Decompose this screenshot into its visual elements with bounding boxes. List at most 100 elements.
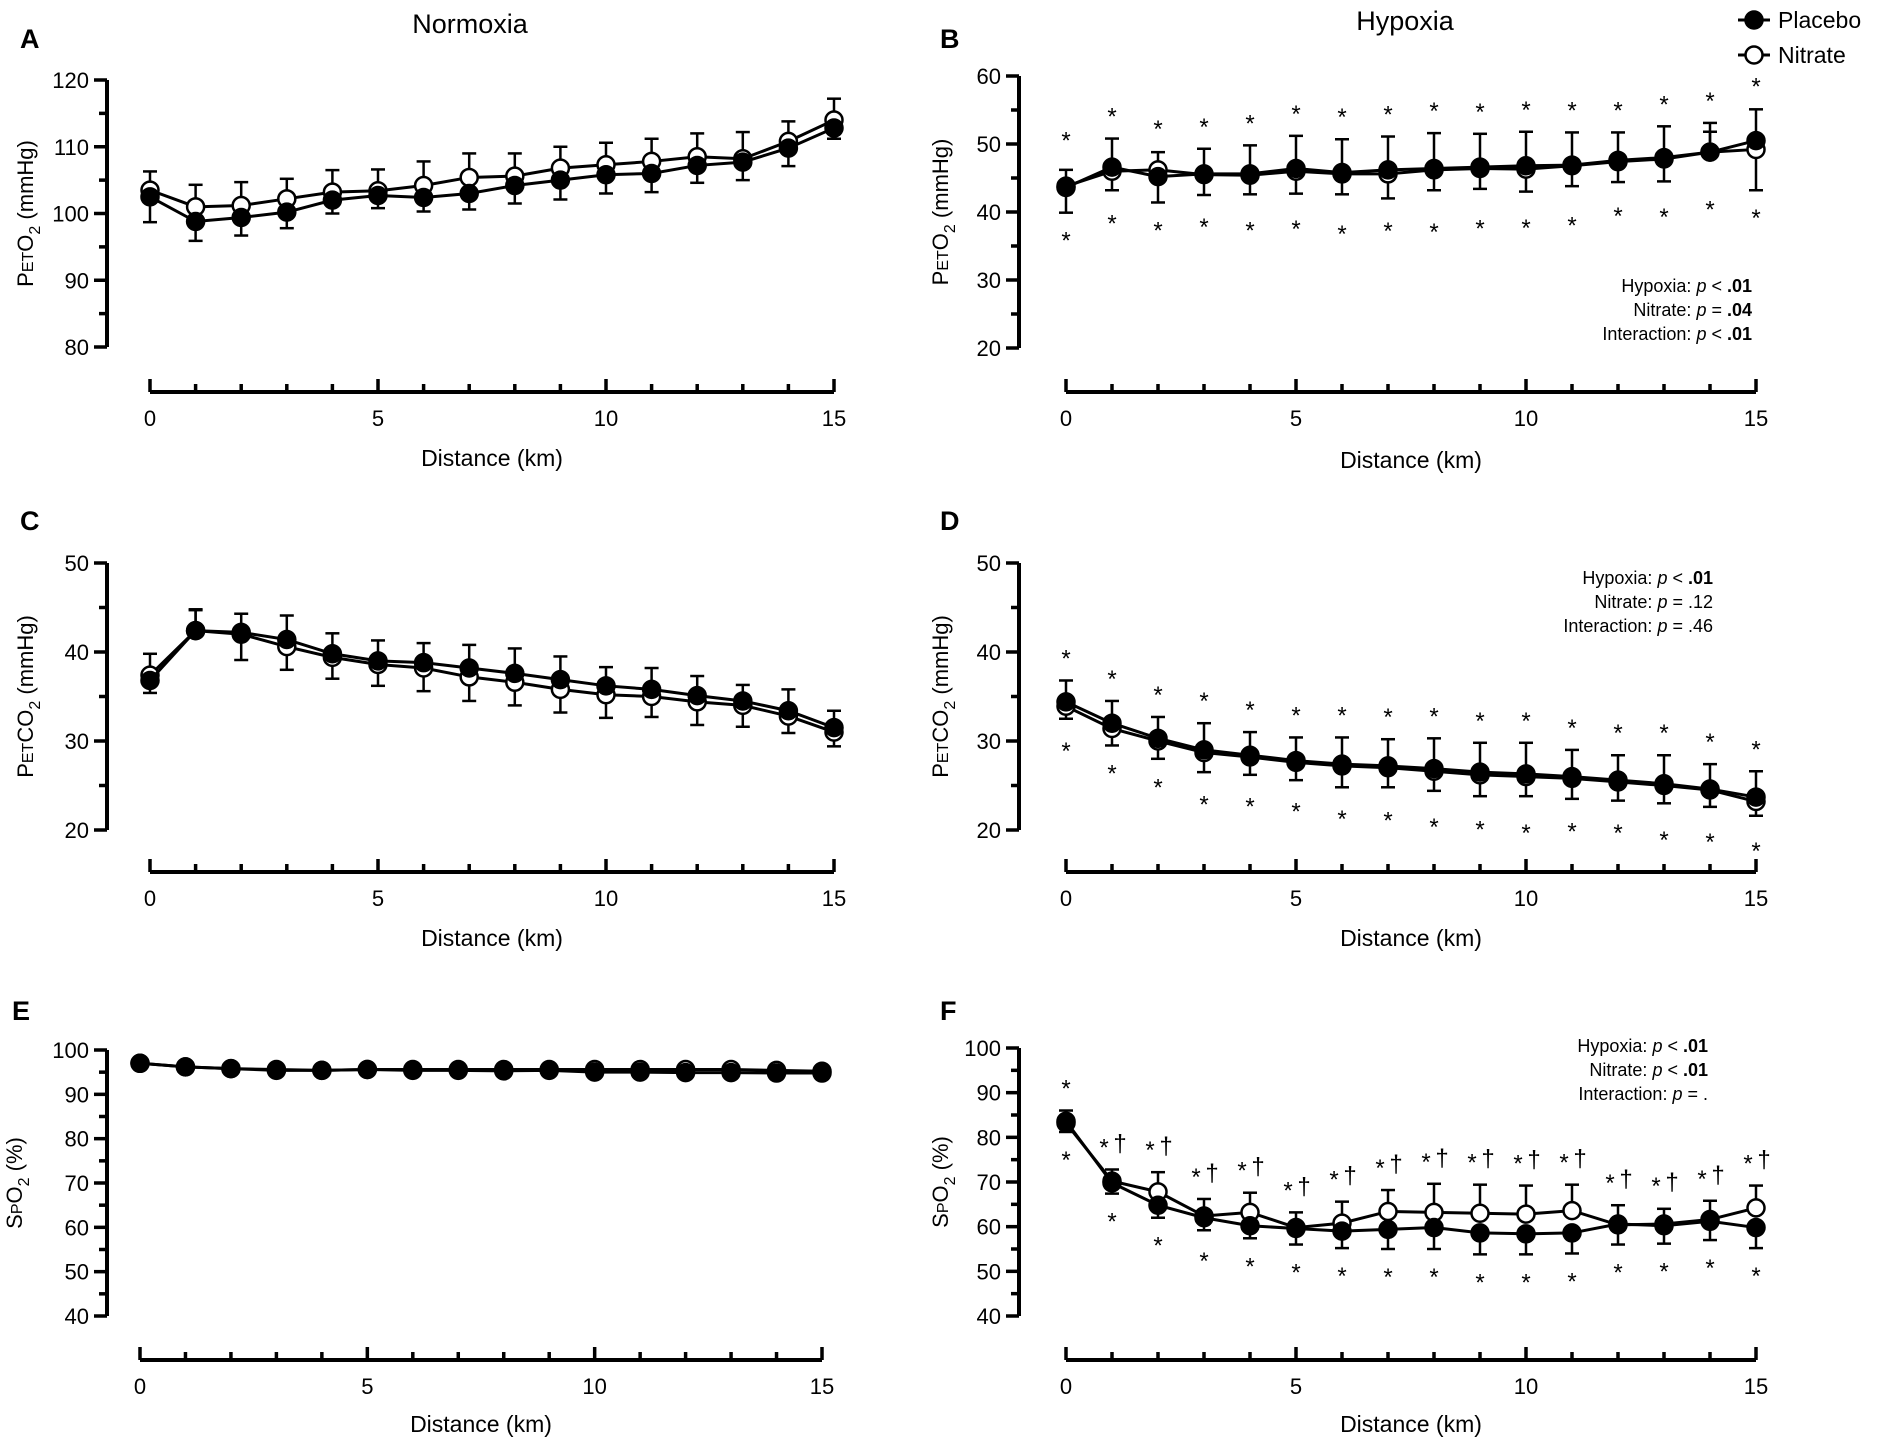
panel-label: D <box>940 506 960 536</box>
data-point-placebo <box>1056 1111 1076 1132</box>
star-above: * <box>1521 708 1530 735</box>
stats-op: = <box>1682 1084 1703 1104</box>
y-tick-label: 40 <box>977 200 1001 225</box>
x-tick-label: 5 <box>1290 406 1302 431</box>
x-tick-label: 15 <box>822 406 846 431</box>
stats-op: < <box>1662 1036 1683 1056</box>
dagger-marker: † <box>1481 1146 1494 1173</box>
y-tick-label: 90 <box>977 1081 1001 1106</box>
star-above: * <box>1061 645 1070 672</box>
dagger-marker: † <box>1159 1133 1172 1160</box>
stats-line: Interaction: p = . <box>1578 1084 1708 1104</box>
y-axis-label: PETO2 (mmHg) <box>13 140 44 287</box>
y-axis-label-part: (mmHg) <box>928 615 953 701</box>
x-tick-label: 10 <box>1514 1374 1538 1399</box>
y-tick-label: 120 <box>52 68 89 93</box>
star-below: * <box>1659 827 1668 854</box>
data-point-placebo <box>630 1062 650 1082</box>
y-axis-label-part: (%) <box>2 1137 27 1177</box>
y-tick-label: 50 <box>65 551 89 576</box>
star-above: * <box>1751 736 1760 763</box>
y-axis-label-part: 2 <box>16 1177 33 1186</box>
dagger-marker: † <box>1297 1173 1310 1200</box>
panel-f: F 40 50 60 70 80 90 100 SPO2 (%) 0 5 10 15 Distance (… <box>928 996 1771 1437</box>
star-above: * <box>1651 1173 1660 1200</box>
data-point-placebo <box>459 658 479 678</box>
star-above: * <box>1559 1150 1568 1177</box>
data-point-placebo <box>1194 740 1214 760</box>
data-point-nitrate <box>1562 1200 1582 1221</box>
data-point-placebo <box>1516 1224 1536 1244</box>
data-point-placebo <box>1746 787 1766 807</box>
star-above: * <box>1513 1151 1522 1178</box>
panel-label: F <box>940 996 957 1026</box>
data-point-placebo <box>1654 773 1674 794</box>
star-below: * <box>1337 221 1346 248</box>
data-point-placebo <box>175 1057 196 1077</box>
y-axis-label: SPO2 (%) <box>928 1136 959 1228</box>
data-point-placebo <box>1378 756 1398 776</box>
x-tick-label: 15 <box>1744 886 1768 911</box>
star-below: * <box>1291 799 1300 826</box>
y-axis-label-part: ET <box>20 252 37 273</box>
significance-markers: * * * * * * * * * * * * * * * * * * * * * * * * * * * * * * * * <box>1061 645 1760 864</box>
star-below: * <box>1751 838 1760 865</box>
y-axis-label-part: 2 <box>27 701 44 710</box>
y-axis-label-part: 2 <box>942 224 959 233</box>
data-point-placebo <box>1378 160 1398 180</box>
stats-label: Hypoxia: <box>1577 1036 1652 1056</box>
data-point-placebo <box>277 202 297 222</box>
data-point-placebo <box>266 1060 287 1081</box>
legend-item-placebo: Placebo <box>1738 7 1861 33</box>
y-axis-label: PETO2 (mmHg) <box>928 139 959 286</box>
stats-p: p <box>1695 324 1706 344</box>
star-above: * <box>1153 116 1162 143</box>
star-below: * <box>1659 204 1668 231</box>
star-below: * <box>1107 211 1116 238</box>
data-point-placebo <box>584 1062 605 1082</box>
data-point-placebo <box>368 651 388 671</box>
data-point-nitrate <box>1516 1204 1536 1224</box>
data-point-placebo <box>1470 762 1490 782</box>
star-above: * <box>1375 1155 1384 1182</box>
panel-label: B <box>940 24 960 54</box>
data-point-placebo <box>1562 766 1582 787</box>
star-below: * <box>1291 1260 1300 1287</box>
star-above: * <box>1383 704 1392 731</box>
column-title-hypoxia: Hypoxia <box>1356 6 1455 36</box>
data-point-placebo <box>448 1060 469 1081</box>
y-axis-label-part: P <box>928 271 953 286</box>
data-point-placebo <box>493 1061 514 1081</box>
data-point-placebo <box>1700 142 1720 162</box>
data-point-placebo <box>322 190 343 210</box>
stats-op: = <box>1706 300 1727 320</box>
stats-label: Nitrate: <box>1633 300 1696 320</box>
star-above: * <box>1705 88 1714 115</box>
data-point-placebo <box>596 676 616 696</box>
x-tick-label: 10 <box>1514 406 1538 431</box>
y-axis-label-part: P <box>928 763 953 778</box>
dagger-marker: † <box>1435 1145 1448 1172</box>
star-above: * <box>1337 702 1346 729</box>
data-point-placebo <box>130 1053 150 1074</box>
x-tick-label: 0 <box>144 406 156 431</box>
star-above: * <box>1237 1158 1246 1185</box>
star-below: * <box>1153 1233 1162 1260</box>
data-point-placebo <box>1056 177 1076 198</box>
star-below: * <box>1153 217 1162 244</box>
dagger-marker: † <box>1619 1166 1632 1193</box>
data-point-placebo <box>1148 728 1168 749</box>
y-tick-label: 90 <box>65 1082 89 1107</box>
x-tick-label: 15 <box>822 886 846 911</box>
star-below: * <box>1567 1268 1576 1295</box>
y-axis-label-part: 2 <box>942 1176 959 1185</box>
x-tick-label: 10 <box>582 1374 606 1399</box>
y-axis-label-part: O <box>928 1185 953 1202</box>
significance-markers: * * * * * * * * * * * * * * * * * * * * * * * * * * * * * * * * <box>1061 74 1760 255</box>
star-below: * <box>1061 738 1070 765</box>
data-point-placebo <box>687 685 707 706</box>
y-tick-label: 50 <box>977 551 1001 576</box>
star-below: * <box>1291 216 1300 243</box>
data-point-placebo <box>1516 764 1536 784</box>
